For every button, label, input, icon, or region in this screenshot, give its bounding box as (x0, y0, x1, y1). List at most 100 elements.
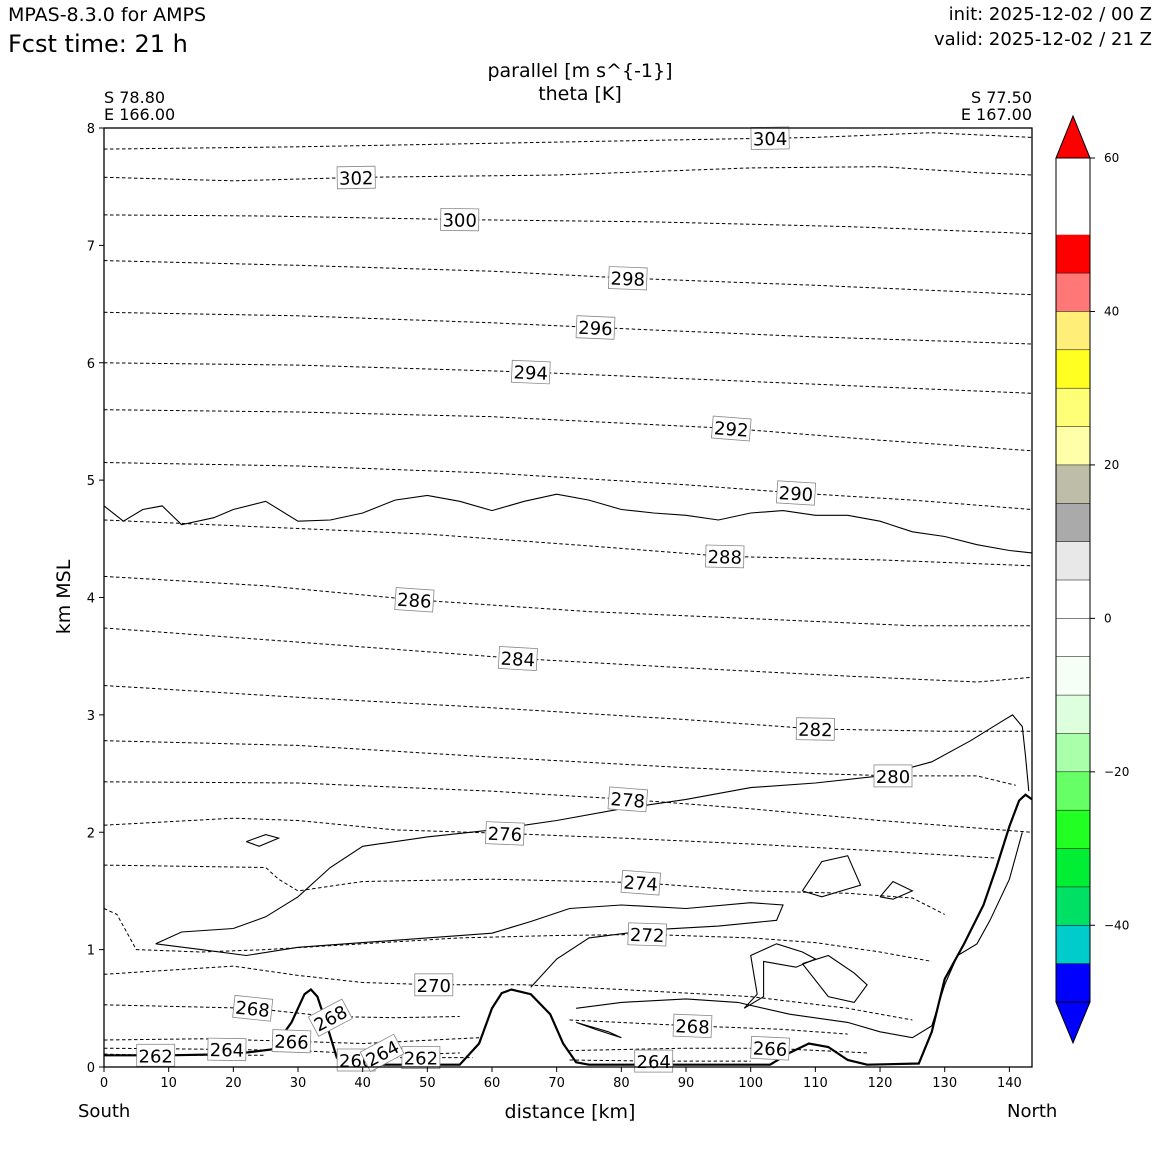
theta-isentrope (103, 575, 1032, 627)
colorbar-tick-label: 40 (1104, 304, 1119, 318)
y-tick-label: 8 (87, 122, 95, 137)
colorbar-segment (1056, 886, 1090, 926)
colorbar-tick-label: −20 (1104, 765, 1129, 779)
y-tick-label: 0 (87, 1061, 95, 1076)
theta-label-text: 294 (513, 362, 548, 384)
start-lat: S 78.80 (104, 88, 166, 107)
colorbar-segment (1056, 234, 1090, 274)
theta-contour-label: 304 (750, 126, 790, 151)
colorbar-max-extend (1055, 114, 1091, 159)
colorbar-segment (1056, 810, 1090, 849)
colorbar-segment (1056, 311, 1090, 350)
wind-zero-contour (801, 954, 868, 1004)
end-lat: S 77.50 (970, 88, 1032, 107)
theta-isentrope (569, 1047, 868, 1054)
colorbar-segment (1056, 464, 1090, 504)
colorbar-segment (1056, 963, 1090, 1002)
colorbar-segment (1056, 541, 1090, 580)
colorbar-segment (1056, 733, 1090, 772)
colorbar: 60 40 20 0 −20 −40 (1055, 114, 1129, 1045)
theta-contour-label: 268 (232, 994, 274, 1022)
x-tick-label: 90 (678, 1076, 695, 1091)
theta-contour-label: 268 (672, 1013, 713, 1039)
wind-zero-contour (801, 855, 862, 898)
x-tick-label: 70 (548, 1076, 565, 1091)
colorbar-tick-label: −40 (1104, 918, 1129, 932)
colorbar-segment (1056, 273, 1090, 312)
colorbar-segment (1056, 503, 1090, 542)
x-tick-label: 0 (100, 1076, 108, 1091)
theta-isentrope (103, 166, 1033, 182)
y-tick-label: 4 (87, 592, 95, 607)
x-tick-label: 30 (290, 1076, 307, 1091)
colorbar-segment (1056, 426, 1090, 465)
colorbar-segment (1056, 925, 1090, 964)
wind-zero-contour (155, 714, 1030, 945)
colorbar-segment (1056, 388, 1090, 427)
end-point-coords: S 77.50 E 167.00 (961, 89, 1032, 123)
theta-label-text: 276 (487, 824, 522, 846)
wind-zero-contour (246, 834, 281, 847)
theta-contour-label: 284 (497, 646, 538, 672)
terrain-line (104, 793, 1033, 1066)
y-tick-label: 7 (87, 239, 95, 254)
theta-label-text: 292 (713, 418, 749, 442)
theta-contour-label: 264 (207, 1037, 247, 1062)
wind-zero-contour (879, 880, 914, 900)
theta-label-text: 284 (500, 649, 535, 672)
theta-label-text: 304 (753, 129, 788, 151)
theta-label-text: 298 (610, 269, 645, 291)
theta-contour-label: 298 (607, 266, 648, 291)
theta-isentrope (103, 362, 1033, 394)
north-end-label: North (1007, 1101, 1058, 1122)
theta-isentrope (103, 864, 945, 915)
wind-zero-contour (575, 1021, 622, 1039)
theta-contour-label: 266 (750, 1035, 791, 1061)
x-tick-label: 10 (160, 1076, 177, 1091)
theta-label-text: 270 (417, 976, 451, 997)
y-tick-label: 3 (87, 709, 95, 724)
theta-isentrope (103, 462, 1033, 510)
theta-label-text: 268 (234, 998, 270, 1022)
x-tick-label: 130 (932, 1076, 957, 1091)
wind-zero-contour (103, 493, 1033, 554)
theta-isentrope (103, 409, 1033, 452)
theta-contour-label: 292 (711, 415, 752, 442)
theta-label-text: 264 (637, 1052, 671, 1073)
plot-frame (103, 127, 1033, 1068)
theta-label-text: 288 (707, 547, 742, 569)
y-tick-label: 2 (87, 826, 95, 841)
theta-label-text: 282 (798, 720, 833, 742)
colorbar-tick-label: 0 (1104, 611, 1112, 625)
theta-contour-label: 290 (775, 480, 817, 506)
theta-isentrope (103, 627, 1033, 683)
theta-label-text: 264 (210, 1040, 245, 1062)
theta-contour-label: 264 (634, 1049, 674, 1073)
theta-isentrope (103, 908, 932, 962)
x-tick-label: 110 (803, 1076, 828, 1091)
colorbar-segment (1056, 580, 1090, 619)
chart-title: parallel [m s^{-1}] (487, 60, 673, 82)
model-name: MPAS-8.3.0 for AMPS (8, 4, 207, 26)
axes: 0 10 20 30 40 50 60 70 80 90 100 110 120 130 140 0 1 2 3 4 5… (87, 122, 1022, 1091)
theta-label-text: 302 (339, 168, 374, 190)
theta-contour-label: 302 (336, 165, 376, 190)
x-tick-label: 60 (484, 1076, 501, 1091)
x-tick-label: 100 (738, 1076, 763, 1091)
theta-label-text: 262 (139, 1046, 173, 1067)
theta-isentrope (103, 1004, 460, 1019)
theta-label-text: 272 (630, 925, 665, 947)
wind-zero-contour (743, 943, 817, 1009)
x-tick-label: 120 (868, 1076, 893, 1091)
end-lon: E 167.00 (960, 105, 1032, 124)
theta-contour-label: 268 (307, 998, 353, 1037)
theta-contour-label: 286 (394, 587, 435, 613)
theta-isentrope (103, 817, 997, 859)
chart-subtitle: theta [K] (538, 83, 622, 105)
theta-label-text: 262 (404, 1049, 438, 1070)
theta-contour-label: 296 (575, 315, 616, 340)
theta-label-text: 266 (752, 1038, 787, 1061)
theta-isentrope (103, 965, 913, 1021)
theta-contours (103, 132, 1033, 1062)
theta-isentrope (103, 519, 1033, 567)
